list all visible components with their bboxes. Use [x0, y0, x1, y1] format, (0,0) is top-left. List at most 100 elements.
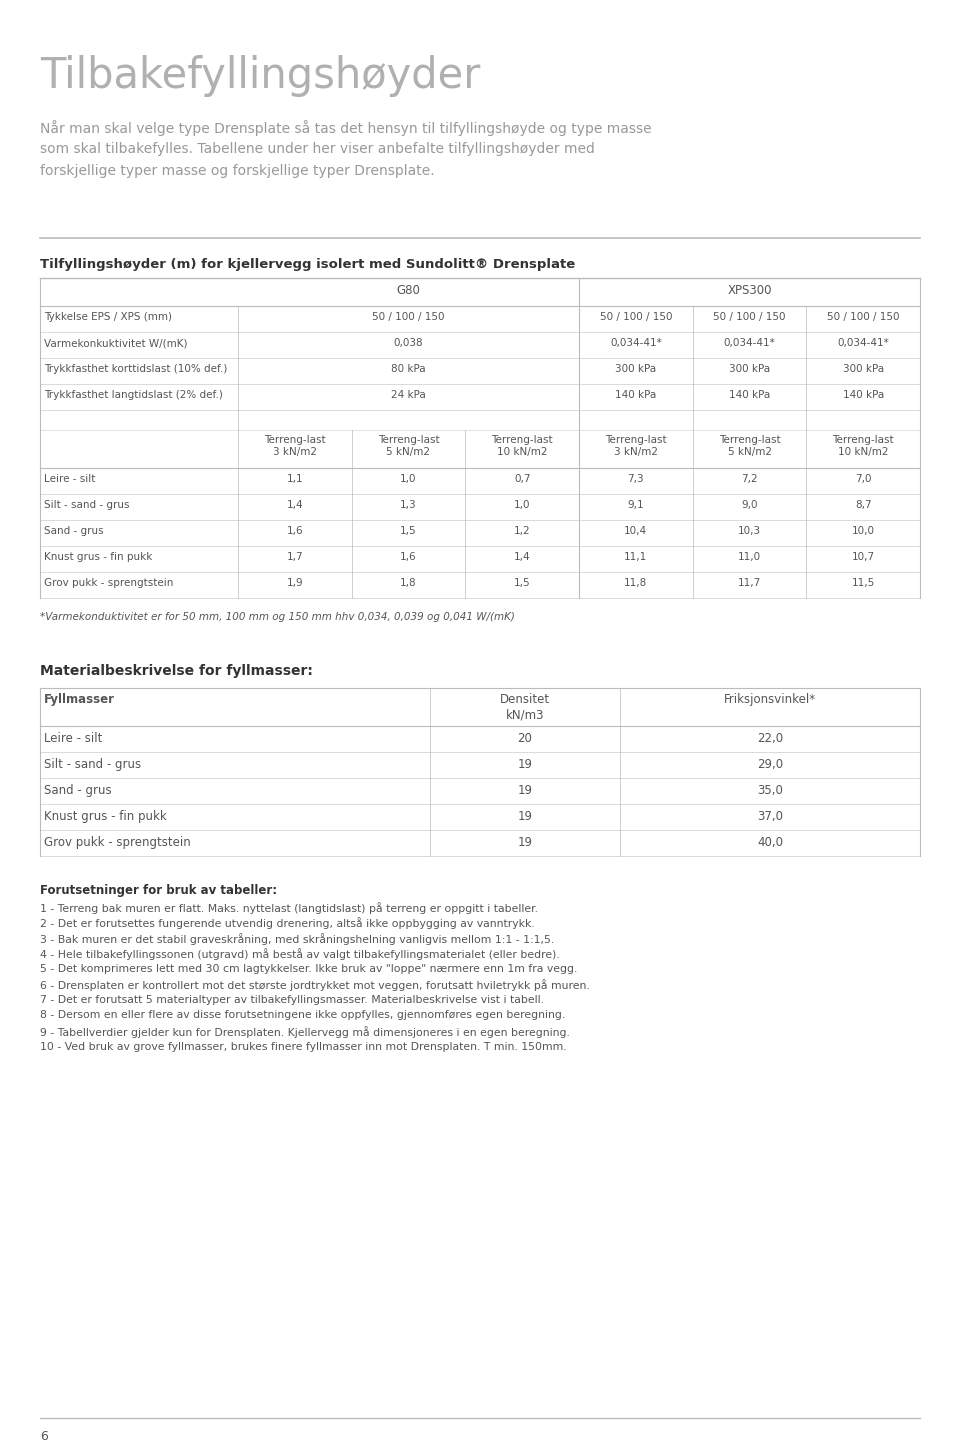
- Text: 1,8: 1,8: [400, 578, 417, 588]
- Text: 1,7: 1,7: [286, 552, 303, 562]
- Text: forskjellige typer masse og forskjellige typer Drensplate.: forskjellige typer masse og forskjellige…: [40, 164, 435, 177]
- Text: XPS300: XPS300: [728, 284, 772, 297]
- Text: Leire - silt: Leire - silt: [44, 733, 103, 746]
- Text: 11,5: 11,5: [852, 578, 875, 588]
- Text: Silt - sand - grus: Silt - sand - grus: [44, 500, 130, 510]
- Text: 20: 20: [517, 733, 533, 746]
- Text: *Varmekonduktivitet er for 50 mm, 100 mm og 150 mm hhv 0,034, 0,039 og 0,041 W/(: *Varmekonduktivitet er for 50 mm, 100 mm…: [40, 611, 515, 622]
- Text: Densitet
kN/m3: Densitet kN/m3: [500, 694, 550, 721]
- Text: 9,0: 9,0: [741, 500, 757, 510]
- Text: Sand - grus: Sand - grus: [44, 526, 104, 536]
- Text: 19: 19: [517, 836, 533, 849]
- Text: 50 / 100 / 150: 50 / 100 / 150: [600, 311, 672, 322]
- Text: Terreng-last
3 kN/m2: Terreng-last 3 kN/m2: [605, 435, 666, 457]
- Text: Leire - silt: Leire - silt: [44, 474, 95, 485]
- Text: Materialbeskrivelse for fyllmasser:: Materialbeskrivelse for fyllmasser:: [40, 663, 313, 678]
- Text: Terreng-last
5 kN/m2: Terreng-last 5 kN/m2: [377, 435, 440, 457]
- Text: 1,4: 1,4: [514, 552, 531, 562]
- Text: Trykkfasthet korttidslast (10% def.): Trykkfasthet korttidslast (10% def.): [44, 363, 228, 373]
- Text: 1,0: 1,0: [514, 500, 531, 510]
- Text: 24 kPa: 24 kPa: [391, 389, 426, 399]
- Text: 10,3: 10,3: [738, 526, 761, 536]
- Text: 11,1: 11,1: [624, 552, 647, 562]
- Text: Knust grus - fin pukk: Knust grus - fin pukk: [44, 552, 153, 562]
- Text: 9 - Tabellverdier gjelder kun for Drensplaten. Kjellervegg må dimensjoneres i en: 9 - Tabellverdier gjelder kun for Drensp…: [40, 1027, 570, 1038]
- Text: 7,3: 7,3: [628, 474, 644, 485]
- Text: Terreng-last
10 kN/m2: Terreng-last 10 kN/m2: [832, 435, 894, 457]
- Text: 3 - Bak muren er det stabil graveskråning, med skråningshelning vanligvis mellom: 3 - Bak muren er det stabil graveskrånin…: [40, 933, 554, 945]
- Text: G80: G80: [396, 284, 420, 297]
- Text: 29,0: 29,0: [756, 758, 783, 771]
- Text: 1,1: 1,1: [286, 474, 303, 485]
- Text: 10,0: 10,0: [852, 526, 875, 536]
- Text: 140 kPa: 140 kPa: [729, 389, 770, 399]
- Text: 40,0: 40,0: [757, 836, 783, 849]
- Text: 1,6: 1,6: [286, 526, 303, 536]
- Text: 140 kPa: 140 kPa: [615, 389, 657, 399]
- Text: 1,3: 1,3: [400, 500, 417, 510]
- Text: 0,034-41*: 0,034-41*: [837, 337, 889, 348]
- Text: Terreng-last
10 kN/m2: Terreng-last 10 kN/m2: [492, 435, 553, 457]
- Text: 1,4: 1,4: [286, 500, 303, 510]
- Text: 19: 19: [517, 810, 533, 823]
- Text: 5 - Det komprimeres lett med 30 cm lagtykkelser. Ikke bruk av "loppe" nærmere en: 5 - Det komprimeres lett med 30 cm lagty…: [40, 965, 577, 973]
- Text: 80 kPa: 80 kPa: [391, 363, 426, 373]
- Text: Varmekonkuktivitet W/(mK): Varmekonkuktivitet W/(mK): [44, 337, 187, 348]
- Text: 1,6: 1,6: [400, 552, 417, 562]
- Text: 0,034-41*: 0,034-41*: [610, 337, 661, 348]
- Text: 1,5: 1,5: [400, 526, 417, 536]
- Text: 0,038: 0,038: [394, 337, 423, 348]
- Text: Tilbakefyllingshøyder: Tilbakefyllingshøyder: [40, 55, 480, 97]
- Text: Terreng-last
5 kN/m2: Terreng-last 5 kN/m2: [719, 435, 780, 457]
- Text: 7 - Det er forutsatt 5 materialtyper av tilbakefyllingsmasser. Materialbeskrivel: 7 - Det er forutsatt 5 materialtyper av …: [40, 995, 544, 1005]
- Text: 6 - Drensplaten er kontrollert mot det største jordtrykket mot veggen, forutsatt: 6 - Drensplaten er kontrollert mot det s…: [40, 979, 589, 992]
- Text: 50 / 100 / 150: 50 / 100 / 150: [713, 311, 785, 322]
- Text: 10 - Ved bruk av grove fyllmasser, brukes finere fyllmasser inn mot Drensplaten.: 10 - Ved bruk av grove fyllmasser, bruke…: [40, 1041, 566, 1051]
- Text: 11,8: 11,8: [624, 578, 647, 588]
- Text: 6: 6: [40, 1430, 48, 1442]
- Text: Trykkfasthet langtidslast (2% def.): Trykkfasthet langtidslast (2% def.): [44, 389, 223, 399]
- Text: 35,0: 35,0: [757, 784, 783, 797]
- Text: 0,7: 0,7: [514, 474, 531, 485]
- Text: 7,0: 7,0: [855, 474, 872, 485]
- Text: Tykkelse EPS / XPS (mm): Tykkelse EPS / XPS (mm): [44, 311, 172, 322]
- Text: 10,7: 10,7: [852, 552, 875, 562]
- Text: Når man skal velge type Drensplate så tas det hensyn til tilfyllingshøyde og typ: Når man skal velge type Drensplate så ta…: [40, 120, 652, 136]
- Text: 1,5: 1,5: [514, 578, 531, 588]
- Text: 50 / 100 / 150: 50 / 100 / 150: [372, 311, 444, 322]
- Text: 19: 19: [517, 758, 533, 771]
- Text: 4 - Hele tilbakefyllingssonen (utgravd) må bestå av valgt tilbakefyllingsmateria: 4 - Hele tilbakefyllingssonen (utgravd) …: [40, 949, 560, 960]
- Text: 0,034-41*: 0,034-41*: [724, 337, 776, 348]
- Text: Tilfyllingshøyder (m) for kjellervegg isolert med Sundolitt® Drensplate: Tilfyllingshøyder (m) for kjellervegg is…: [40, 258, 575, 271]
- Text: Knust grus - fin pukk: Knust grus - fin pukk: [44, 810, 167, 823]
- Text: som skal tilbakefylles. Tabellene under her viser anbefalte tilfyllingshøyder me: som skal tilbakefylles. Tabellene under …: [40, 141, 595, 156]
- Text: 1 - Terreng bak muren er flatt. Maks. nyttelast (langtidslast) på terreng er opp: 1 - Terreng bak muren er flatt. Maks. ny…: [40, 903, 538, 914]
- Text: Sand - grus: Sand - grus: [44, 784, 111, 797]
- Text: 2 - Det er forutsettes fungerende utvendig drenering, altså ikke oppbygging av v: 2 - Det er forutsettes fungerende utvend…: [40, 917, 535, 930]
- Text: 11,7: 11,7: [738, 578, 761, 588]
- Text: 1,0: 1,0: [400, 474, 417, 485]
- Text: 9,1: 9,1: [628, 500, 644, 510]
- Text: Friksjonsvinkel*: Friksjonsvinkel*: [724, 694, 816, 707]
- Text: 1,2: 1,2: [514, 526, 531, 536]
- Text: 50 / 100 / 150: 50 / 100 / 150: [827, 311, 900, 322]
- Text: Forutsetninger for bruk av tabeller:: Forutsetninger for bruk av tabeller:: [40, 884, 277, 897]
- Text: Grov pukk - sprengtstein: Grov pukk - sprengtstein: [44, 578, 174, 588]
- Text: Silt - sand - grus: Silt - sand - grus: [44, 758, 141, 771]
- Text: 7,2: 7,2: [741, 474, 757, 485]
- Text: 8 - Dersom en eller flere av disse forutsetningene ikke oppfylles, gjennomføres : 8 - Dersom en eller flere av disse forut…: [40, 1011, 565, 1021]
- Text: Grov pukk - sprengtstein: Grov pukk - sprengtstein: [44, 836, 191, 849]
- Text: 22,0: 22,0: [756, 733, 783, 746]
- Text: 1,9: 1,9: [286, 578, 303, 588]
- Text: 19: 19: [517, 784, 533, 797]
- Text: 140 kPa: 140 kPa: [843, 389, 884, 399]
- Text: 300 kPa: 300 kPa: [615, 363, 657, 373]
- Text: 37,0: 37,0: [757, 810, 783, 823]
- Text: 8,7: 8,7: [854, 500, 872, 510]
- Text: Terreng-last
3 kN/m2: Terreng-last 3 kN/m2: [264, 435, 325, 457]
- Text: 10,4: 10,4: [624, 526, 647, 536]
- Text: Fyllmasser: Fyllmasser: [44, 694, 115, 707]
- Text: 300 kPa: 300 kPa: [729, 363, 770, 373]
- Text: 11,0: 11,0: [738, 552, 761, 562]
- Text: 300 kPa: 300 kPa: [843, 363, 884, 373]
